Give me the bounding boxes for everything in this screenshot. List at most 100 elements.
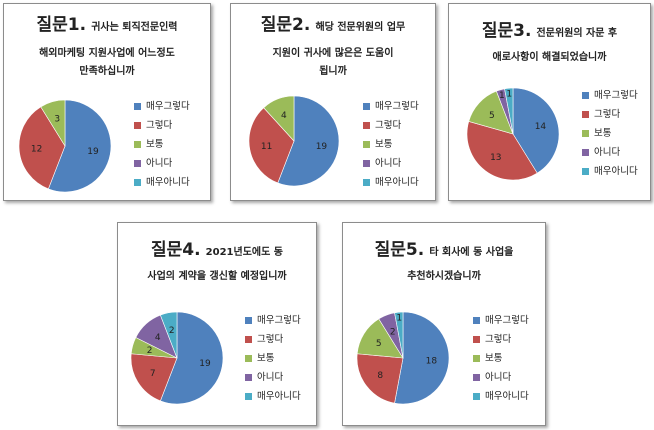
legend-label: 그렇다 — [146, 120, 173, 131]
legend-item-very-disagree: 매우아니다 — [582, 162, 638, 181]
question-2-title: 질문2. 해당 전문위원의 업무 — [231, 10, 435, 35]
pie-data-label: 2 — [169, 326, 175, 336]
legend-item-very-disagree: 매우아니다 — [363, 173, 419, 192]
question-1-text: 귀사는 퇴직전문인력 — [91, 22, 178, 33]
legend-label: 아니다 — [485, 372, 512, 383]
question-2-legend: 매우그렇다 그렇다 보통 아니다 매우아니다 — [363, 97, 419, 192]
legend-swatch — [134, 160, 141, 167]
pie-data-label: 5 — [376, 339, 382, 349]
pie-slice-agree — [356, 353, 404, 404]
legend-item-agree: 그렇다 — [473, 330, 529, 349]
pie-data-label: 12 — [31, 145, 42, 155]
question-2-pie-chart: 19 11 4 — [248, 95, 340, 187]
question-5-title: 질문5. 타 회사에 동 사업을 — [343, 235, 545, 260]
question-1-title: 질문1. 귀사는 퇴직전문인력 — [4, 10, 210, 35]
legend-label: 아니다 — [146, 158, 173, 169]
question-3-line-1: 애로사항이 해결되었습니까 — [492, 52, 607, 63]
legend-swatch — [245, 317, 252, 324]
legend-label: 매우아니다 — [594, 166, 638, 177]
pie-data-label: 4 — [281, 111, 287, 121]
question-5-pie-chart: 18 8 521 — [356, 311, 450, 405]
legend-label: 매우그렇다 — [257, 315, 301, 326]
pie-data-label: 4 — [155, 333, 161, 343]
question-2-panel: 질문2. 해당 전문위원의 업무 지원이 귀사에 많은은 도움이 됩니까 19 1… — [230, 3, 436, 201]
legend-swatch — [245, 336, 252, 343]
pie-slice-neutral — [40, 99, 66, 148]
pie-data-label: 1 — [499, 91, 505, 101]
pie-data-label: 3 — [54, 115, 60, 125]
pie-data-label: 2 — [390, 327, 396, 337]
question-4-pie-chart: 19 7 242 — [130, 311, 224, 405]
pie-data-label: 5 — [489, 111, 495, 121]
legend-swatch — [473, 317, 480, 324]
pie-data-label: 19 — [199, 359, 211, 369]
question-4-number: 질문4. — [151, 240, 201, 260]
legend-item-disagree: 아니다 — [473, 368, 529, 387]
legend-item-disagree: 아니다 — [363, 154, 419, 173]
legend-item-agree: 그렇다 — [363, 116, 419, 135]
legend-swatch — [245, 355, 252, 362]
question-4-panel: 질문4. 2021년도에도 동 사업의 계약을 갱신할 예정입니까 19 7 2 4 2… — [117, 222, 317, 426]
legend-swatch — [134, 122, 141, 129]
legend-item-disagree: 아니다 — [134, 154, 190, 173]
pie-slice-very-agree — [159, 311, 224, 405]
legend-label: 보통 — [485, 353, 503, 364]
legend-swatch — [363, 160, 370, 167]
legend-item-agree: 그렇다 — [134, 116, 190, 135]
pie-slice-agree — [18, 106, 66, 190]
pie-data-label: 1 — [506, 90, 512, 100]
legend-swatch — [582, 92, 589, 99]
legend-item-agree: 그렇다 — [582, 105, 638, 124]
pie-slice-neutral — [263, 95, 295, 142]
pie-data-label: 18 — [426, 357, 438, 367]
legend-swatch — [363, 141, 370, 148]
question-2-number: 질문2. — [260, 15, 311, 35]
legend-swatch — [245, 393, 252, 400]
pie-data-label: 13 — [490, 153, 501, 163]
legend-item-neutral: 보통 — [245, 349, 301, 368]
pie-slice-very-disagree — [504, 87, 514, 135]
legend-label: 그렇다 — [375, 120, 402, 131]
legend-item-neutral: 보통 — [363, 135, 419, 154]
legend-label: 그렇다 — [257, 334, 284, 345]
legend-item-very-agree: 매우그렇다 — [582, 86, 638, 105]
question-4-text: 2021년도에도 동 — [205, 247, 283, 258]
legend-label: 매우아니다 — [257, 391, 301, 402]
pie-data-label: 8 — [377, 371, 383, 381]
pie-slice-agree — [466, 121, 538, 181]
legend-swatch — [363, 179, 370, 186]
legend-swatch — [473, 393, 480, 400]
legend-label: 아니다 — [257, 372, 284, 383]
question-5-panel: 질문5. 타 회사에 동 사업을 추천하시겠습니까 18 8 5 2 1 매우그렇다 그렇… — [342, 222, 546, 426]
pie-slice-very-agree — [47, 99, 112, 193]
question-5-text: 타 회사에 동 사업을 — [429, 247, 514, 258]
legend-swatch — [363, 122, 370, 129]
legend-swatch — [134, 141, 141, 148]
legend-item-very-disagree: 매우아니다 — [134, 173, 190, 192]
question-1-line-1: 해외마케팅 지원사업에 어느정도 — [39, 48, 175, 59]
legend-item-disagree: 아니다 — [582, 143, 638, 162]
legend-label: 매우그렇다 — [485, 315, 529, 326]
legend-label: 아니다 — [375, 158, 402, 169]
question-1-number: 질문1. — [36, 15, 87, 35]
question-5-number: 질문5. — [374, 240, 425, 260]
legend-item-very-disagree: 매우아니다 — [473, 387, 529, 406]
question-4-line-1: 사업의 계약을 갱신할 예정입니까 — [147, 271, 287, 282]
pie-data-label: 19 — [316, 142, 328, 152]
question-1-line-2: 만족하십니까 — [79, 66, 135, 77]
pie-slice-agree — [248, 107, 295, 184]
legend-item-very-agree: 매우그렇다 — [245, 311, 301, 330]
pie-slice-very-disagree — [394, 311, 404, 359]
question-4-title: 질문4. 2021년도에도 동 — [118, 235, 316, 260]
legend-label: 매우아니다 — [375, 177, 419, 188]
pie-slice-agree — [130, 353, 178, 402]
question-3-text: 전문위원의 자문 후 — [536, 28, 618, 39]
legend-label: 그렇다 — [594, 109, 621, 120]
legend-label: 보통 — [594, 128, 612, 139]
question-3-panel: 질문3. 전문위원의 자문 후 애로사항이 해결되었습니까 14 13 5 1 1 매우… — [448, 3, 651, 201]
pie-data-label: 11 — [261, 142, 272, 152]
question-5-line-1: 추천하시겠습니까 — [407, 271, 481, 282]
